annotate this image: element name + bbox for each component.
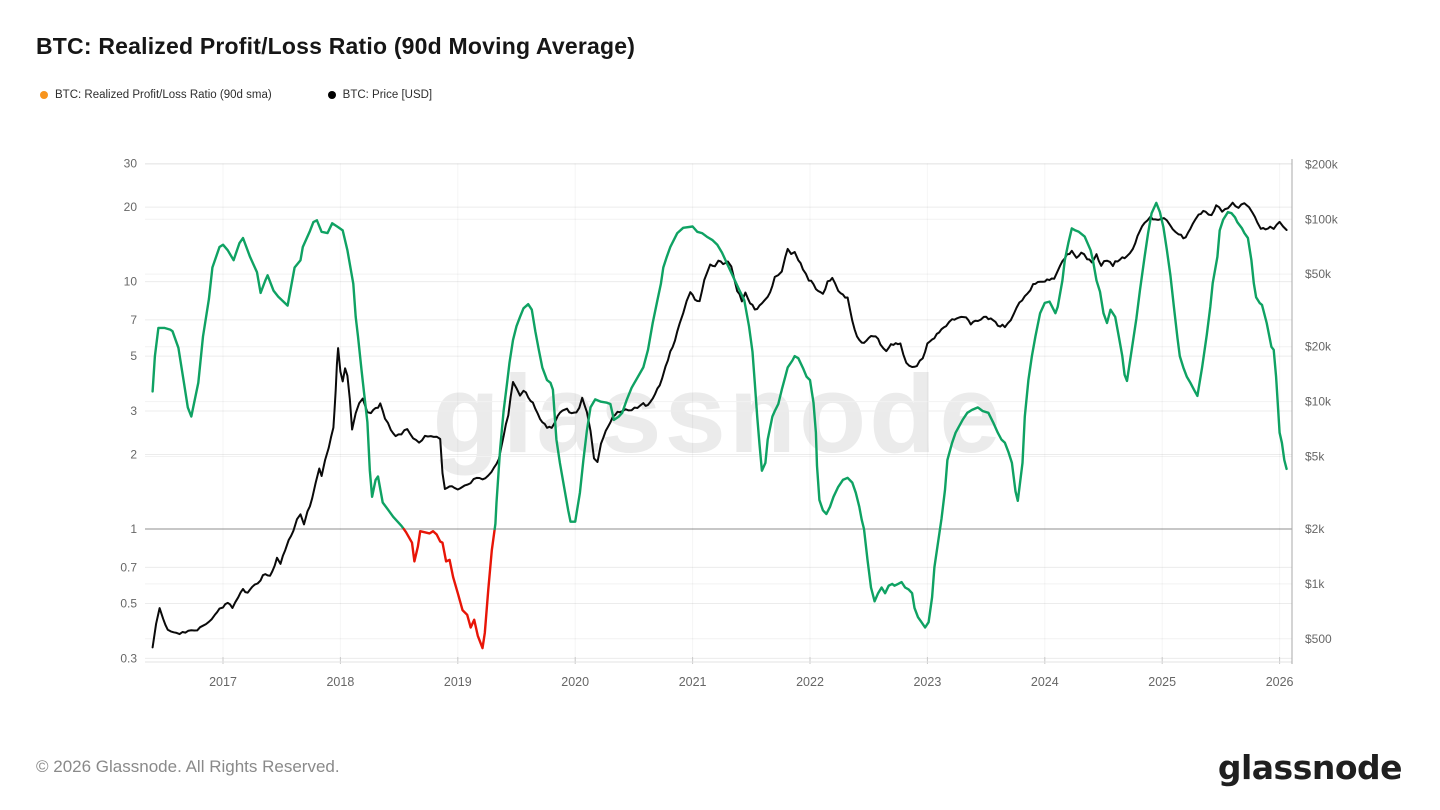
left-axis-label: 0.3 [120, 651, 137, 665]
left-axis-label: 3 [130, 404, 137, 418]
right-axis-label: $50k [1305, 267, 1332, 281]
ratio-line-above-1 [151, 219, 405, 531]
ratio-line-below-1 [402, 527, 496, 650]
left-axis-label: 5 [130, 349, 137, 363]
price-line [151, 201, 1288, 649]
x-axis-label: 2017 [209, 675, 237, 689]
ratio-line-above-1 [493, 225, 942, 629]
chart-legend: BTC: Realized Profit/Loss Ratio (90d sma… [40, 89, 432, 101]
legend-label-ratio: BTC: Realized Profit/Loss Ratio (90d sma… [55, 89, 272, 101]
x-axis-label: 2020 [561, 675, 589, 689]
copyright-text: © 2026 Glassnode. All Rights Reserved. [36, 757, 340, 776]
x-axis-label: 2022 [796, 675, 824, 689]
right-axis-label: $10k [1305, 395, 1332, 409]
page-title: BTC: Realized Profit/Loss Ratio (90d Mov… [36, 33, 636, 59]
right-axis-label: $1k [1305, 577, 1325, 591]
left-axis-label: 10 [124, 275, 138, 289]
legend-item-ratio[interactable]: BTC: Realized Profit/Loss Ratio (90d sma… [40, 89, 272, 101]
left-axis-label: 0.7 [120, 560, 137, 574]
legend-item-price[interactable]: BTC: Price [USD] [327, 89, 433, 101]
left-axis-label: 7 [130, 313, 137, 327]
x-axis-label: 2026 [1266, 675, 1294, 689]
x-axis-label: 2025 [1148, 675, 1176, 689]
right-axis-label: $200k [1305, 157, 1339, 171]
right-axis-label: $2k [1305, 522, 1325, 536]
left-axis-label: 2 [130, 448, 137, 462]
legend-dot-ratio-icon [40, 91, 48, 99]
x-axis-label: 2018 [326, 675, 354, 689]
left-axis-label: 20 [124, 200, 138, 214]
x-axis-label: 2023 [913, 675, 941, 689]
right-axis-label: $500 [1305, 632, 1332, 646]
watermark-text: glassnode [432, 353, 1003, 476]
legend-label-price: BTC: Price [USD] [342, 89, 433, 101]
left-axis-label: 0.5 [120, 596, 137, 610]
x-axis-label: 2024 [1031, 675, 1059, 689]
x-axis-label: 2021 [679, 675, 707, 689]
legend-dot-price-icon [327, 91, 336, 99]
left-axis-label: 30 [124, 157, 138, 171]
left-axis-label: 1 [130, 522, 137, 536]
ratio-line-above-1 [938, 201, 1288, 531]
glassnode-logo: glassnode [1217, 748, 1403, 787]
right-axis-label: $20k [1305, 340, 1332, 354]
right-axis-label: $100k [1305, 212, 1339, 226]
right-axis-label: $5k [1305, 449, 1325, 463]
x-axis-label: 2019 [444, 675, 472, 689]
